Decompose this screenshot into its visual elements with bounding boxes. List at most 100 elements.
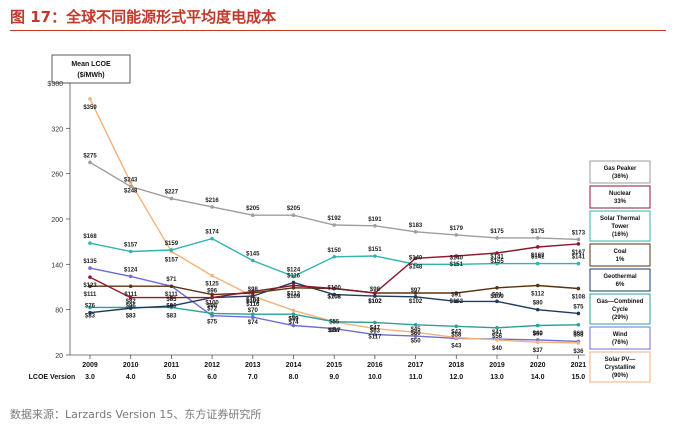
data-point: [251, 294, 255, 298]
x-tick-label: 2010: [123, 362, 139, 369]
data-point: [454, 291, 459, 295]
data-label: $174: [205, 230, 219, 236]
legend: Gas Peaker (36%) Nuclear 33% Solar Thermal To…: [589, 160, 651, 383]
legend-item: [589, 185, 651, 209]
legend-label: Solar PV—: [605, 357, 636, 363]
version-row-label: LCOE Version: [29, 374, 76, 381]
legend-label: Geothermal: [603, 274, 637, 280]
data-point: [210, 292, 214, 297]
data-label: $83: [126, 313, 137, 319]
data-point: [251, 289, 255, 294]
data-point: [373, 320, 377, 325]
data-label: $83: [166, 313, 177, 319]
data-label: $45: [411, 327, 422, 333]
data-label: $163: [531, 253, 545, 259]
data-point: [88, 310, 92, 315]
data-label: $76: [85, 304, 96, 310]
data-label: $108: [328, 295, 342, 301]
data-label: $91: [492, 292, 503, 298]
data-label: $124: [124, 267, 138, 273]
data-label: $111: [165, 292, 178, 298]
legend-item: [589, 268, 651, 292]
data-label: $96: [126, 304, 137, 310]
version-label: 5.0: [167, 374, 177, 381]
y-tick-label: 320: [51, 126, 63, 133]
data-point: [332, 319, 337, 324]
data-label: $43: [451, 344, 462, 350]
data-point: [413, 330, 418, 335]
data-point: [291, 312, 296, 317]
version-label: 7.0: [248, 374, 258, 381]
data-label: $40: [533, 331, 544, 337]
y-ticks: $380 320 260 200 140 80 20: [47, 81, 70, 360]
data-label: $40: [492, 346, 503, 352]
data-label: $109: [287, 294, 301, 300]
data-label: $37: [533, 348, 544, 354]
legend-label: (29%): [612, 315, 628, 321]
data-point: [210, 295, 214, 300]
data-label: $50: [411, 338, 422, 344]
data-label: $75: [207, 319, 218, 325]
data-label: $124: [287, 267, 301, 273]
data-label: $97: [411, 288, 422, 294]
data-label: $102: [409, 299, 423, 305]
data-label: $91: [451, 292, 462, 298]
version-label: 4.0: [126, 374, 136, 381]
version-label: 8.0: [289, 374, 299, 381]
data-label: $125: [205, 282, 219, 288]
data-label: $104: [246, 298, 260, 304]
data-label: $96: [166, 304, 177, 310]
data-label: $80: [533, 301, 544, 307]
data-point: [251, 258, 255, 263]
x-tick-label: 2009: [82, 362, 98, 369]
data-point: [88, 160, 92, 165]
data-point: [210, 205, 214, 209]
data-label: $83: [85, 313, 96, 319]
data-labels: $275 $243 $227 $216 $205 $205 $192 $191 $183 $179…: [83, 105, 585, 355]
data-point: [128, 274, 133, 279]
data-label: $191: [368, 217, 382, 223]
data-label: $112: [287, 291, 301, 297]
data-point: [373, 326, 377, 331]
data-label: $59: [288, 317, 299, 323]
data-label: $155: [490, 259, 504, 265]
data-point: [88, 275, 92, 279]
data-point: [169, 248, 174, 252]
series-line: [89, 161, 579, 241]
y-axis-label: Mean LCOE: [71, 61, 111, 68]
data-label: $140: [450, 255, 464, 261]
data-point: [576, 322, 581, 327]
data-label: $100: [205, 301, 219, 307]
data-point: [128, 184, 133, 189]
legend-label: (90%): [612, 373, 628, 379]
data-point: [535, 283, 540, 288]
data-point: [169, 304, 174, 308]
data-label: $58: [451, 332, 462, 338]
data-point: [495, 236, 499, 240]
data-point: [576, 237, 581, 242]
data-point: [576, 261, 581, 266]
ylabel-box: [51, 54, 131, 84]
data-label: $82: [126, 299, 137, 305]
data-label: $168: [83, 234, 97, 240]
data-label: $148: [409, 264, 423, 270]
version-label: 13.0: [490, 374, 504, 381]
data-point: [251, 312, 255, 317]
title-divider: [10, 30, 666, 31]
data-label: $116: [246, 302, 260, 308]
data-point: [413, 230, 418, 234]
data-point: [128, 180, 133, 185]
data-point: [413, 256, 418, 261]
data-label: $111: [124, 292, 137, 298]
source-note: 数据来源：Larzards Version 15、东方证券研究所: [10, 408, 262, 421]
version-label: 15.0: [572, 374, 586, 381]
legend-label: Gas—Combined: [597, 299, 644, 305]
version-label: 11.0: [409, 374, 422, 381]
data-label: $141: [531, 255, 545, 261]
data-point: [169, 295, 174, 300]
data-label: $123: [83, 283, 97, 289]
data-label: $71: [166, 277, 177, 283]
data-label: $59: [533, 332, 544, 338]
data-label: $55: [329, 320, 340, 326]
legend-label: 33%: [614, 199, 627, 205]
